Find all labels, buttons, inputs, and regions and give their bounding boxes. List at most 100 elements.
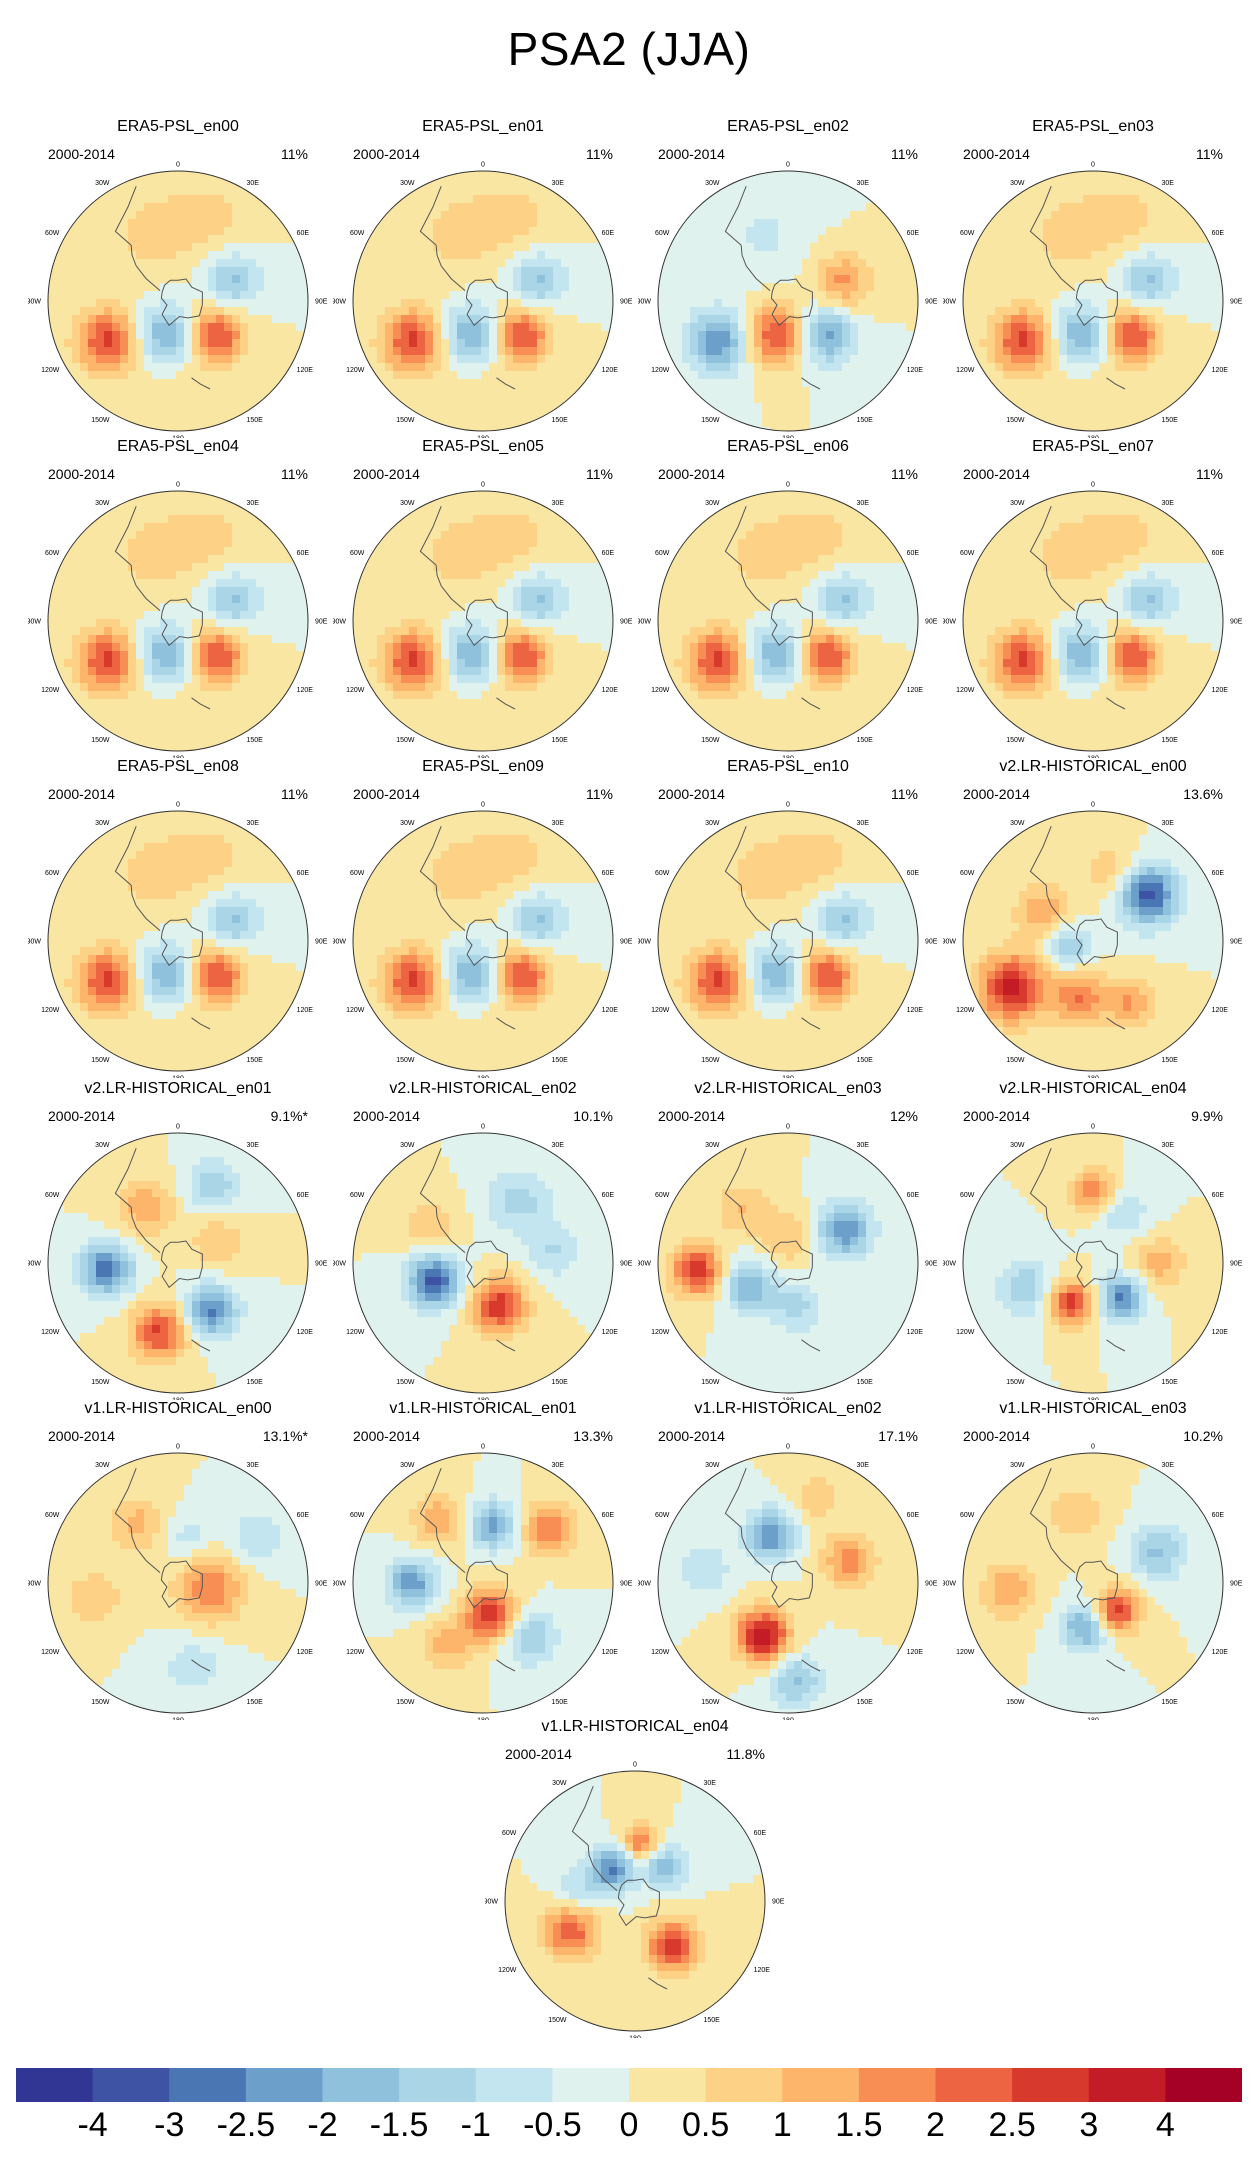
longitude-label: 150W: [701, 1379, 720, 1386]
longitude-label: 90E: [315, 1261, 328, 1268]
longitude-label: 0: [176, 802, 180, 809]
map-panel: 0 30E 60E 90E 120E 150E 180 150W 120W 90W 60W 30W ER…: [333, 758, 633, 1078]
colorbar-tick-label: -4: [77, 2106, 107, 2145]
map-boundary: [47, 1132, 309, 1394]
longitude-label: 180: [1087, 1398, 1099, 1401]
panel-variance-pct: 11%: [228, 466, 308, 482]
anomaly-field: [353, 491, 613, 751]
map-panel: 0 30E 60E 90E 120E 150E 180 150W 120W 90W 60W 30W v2…: [943, 758, 1243, 1078]
colorbar-swatch: [705, 2068, 783, 2102]
longitude-label: 90E: [1230, 1581, 1243, 1588]
anomaly-field: [48, 491, 308, 751]
longitude-label: 90W: [333, 939, 346, 946]
longitude-label: 60W: [655, 870, 670, 877]
longitude-label: 90W: [943, 1261, 956, 1268]
longitude-label: 30E: [247, 500, 260, 507]
longitude-label: 90E: [315, 299, 328, 306]
colorbar-swatch: [92, 2068, 170, 2102]
longitude-label: 30W: [705, 820, 720, 827]
longitude-label: 60W: [655, 1512, 670, 1519]
map-boundary: [352, 1132, 614, 1394]
longitude-label: 90W: [485, 1899, 498, 1906]
longitude-label: 0: [481, 1124, 485, 1131]
map-panel: 0 30E 60E 90E 120E 150E 180 150W 120W 90W 60W 30W v2…: [638, 1080, 938, 1400]
longitude-label: 180: [477, 1076, 489, 1079]
polar-map: 0 30E 60E 90E 120E 150E 180 150W 120W 90W 60W 30W: [333, 162, 633, 439]
polar-map: 0 30E 60E 90E 120E 150E 180 150W 120W 90W 60W 30W: [28, 1444, 328, 1721]
map-boundary: [657, 490, 919, 752]
longitude-label: 120W: [651, 687, 670, 694]
map-boundary: [962, 1132, 1224, 1394]
longitude-label: 0: [1091, 1124, 1095, 1131]
map-panel: 0 30E 60E 90E 120E 150E 180 150W 120W 90W 60W 30W ER…: [943, 118, 1243, 438]
panel-variance-pct: 17.1%: [838, 1428, 918, 1444]
longitude-label: 120W: [346, 687, 365, 694]
map-panel: 0 30E 60E 90E 120E 150E 180 150W 120W 90W 60W 30W v1…: [28, 1400, 328, 1720]
map-panel: 0 30E 60E 90E 120E 150E 180 150W 120W 90W 60W 30W v1…: [485, 1718, 785, 2038]
longitude-label: 60E: [1212, 550, 1225, 557]
panel-period: 2000-2014: [353, 146, 420, 162]
map-panel: 0 30E 60E 90E 120E 150E 180 150W 120W 90W 60W 30W v2…: [943, 1080, 1243, 1400]
longitude-label: 0: [176, 162, 180, 169]
longitude-label: 90W: [943, 619, 956, 626]
longitude-label: 30E: [552, 180, 565, 187]
panel-variance-pct: 9.9%: [1143, 1108, 1223, 1124]
longitude-label: 150E: [1162, 1699, 1179, 1706]
panel-title: ERA5-PSL_en10: [638, 758, 938, 776]
longitude-label: 180: [477, 1718, 489, 1721]
colorbar-swatch: [1012, 2068, 1090, 2102]
longitude-label: 90W: [943, 939, 956, 946]
longitude-label: 0: [176, 1124, 180, 1131]
panel-period: 2000-2014: [963, 786, 1030, 802]
coastlines: [419, 1468, 516, 1672]
longitude-label: 90E: [315, 1581, 328, 1588]
anomaly-field: [48, 1133, 308, 1393]
polar-map: 0 30E 60E 90E 120E 150E 180 150W 120W 90W 60W 30W: [28, 482, 328, 759]
longitude-label: 180: [172, 1398, 184, 1401]
panel-period: 2000-2014: [48, 146, 115, 162]
longitude-label: 150E: [857, 1057, 874, 1064]
colorbar-tick-label: -1.5: [370, 2106, 429, 2145]
coastlines: [724, 826, 821, 1030]
longitude-label: 120E: [297, 687, 314, 694]
longitude-label: 30E: [247, 1142, 260, 1149]
panel-period: 2000-2014: [963, 1428, 1030, 1444]
anomaly-field: [658, 491, 918, 751]
longitude-label: 150W: [1006, 1057, 1025, 1064]
longitude-label: 150W: [91, 1057, 110, 1064]
longitude-label: 150E: [247, 737, 264, 744]
panel-variance-pct: 13.3%: [533, 1428, 613, 1444]
longitude-label: 30E: [1162, 820, 1175, 827]
coastlines: [571, 1786, 668, 1990]
colorbar-swatches: [16, 2068, 1243, 2102]
longitude-label: 150E: [857, 1699, 874, 1706]
longitude-label: 30E: [552, 1462, 565, 1469]
longitude-label: 60E: [1212, 230, 1225, 237]
longitude-label: 30E: [247, 820, 260, 827]
longitude-label: 0: [176, 1444, 180, 1451]
panel-variance-pct: 11.8%: [685, 1746, 765, 1762]
panel-period: 2000-2014: [48, 466, 115, 482]
longitude-label: 30W: [400, 820, 415, 827]
anomaly-field: [658, 171, 918, 431]
longitude-label: 30W: [95, 500, 110, 507]
longitude-label: 150W: [396, 1379, 415, 1386]
panel-title: v1.LR-HISTORICAL_en02: [638, 1400, 938, 1418]
panel-period: 2000-2014: [658, 1108, 725, 1124]
anomaly-field: [353, 811, 613, 1071]
coastlines: [1029, 186, 1126, 390]
longitude-label: 120E: [754, 1967, 771, 1974]
map-panel: 0 30E 60E 90E 120E 150E 180 150W 120W 90W 60W 30W ER…: [638, 118, 938, 438]
panel-period: 2000-2014: [353, 786, 420, 802]
longitude-label: 0: [1091, 482, 1095, 489]
longitude-label: 60W: [960, 870, 975, 877]
longitude-label: 120E: [1212, 1329, 1229, 1336]
longitude-label: 30E: [857, 1462, 870, 1469]
longitude-label: 60E: [907, 230, 920, 237]
panel-title: v2.LR-HISTORICAL_en00: [943, 758, 1243, 776]
longitude-label: 120E: [602, 1329, 619, 1336]
map-boundary: [962, 810, 1224, 1072]
longitude-label: 120W: [651, 1649, 670, 1656]
longitude-label: 60W: [960, 1512, 975, 1519]
